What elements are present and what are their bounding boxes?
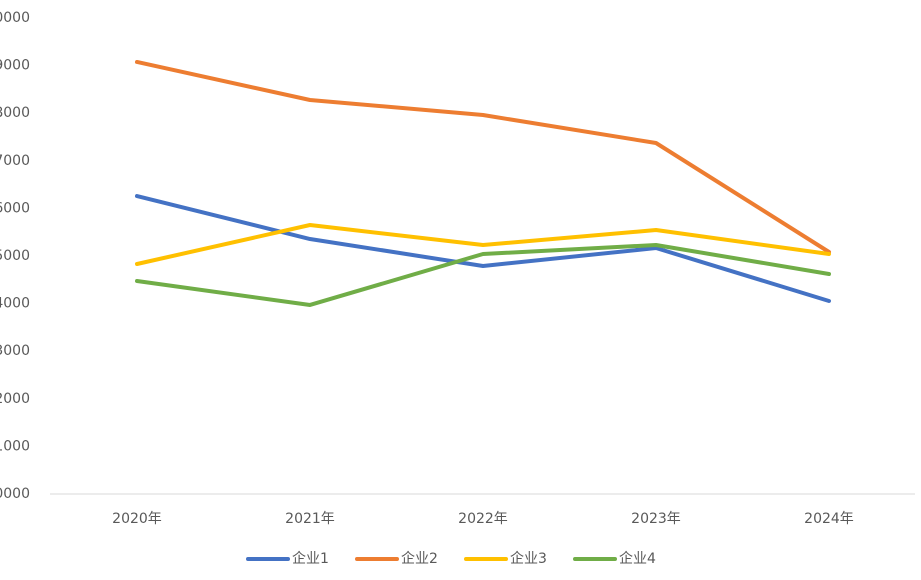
series-line [135,194,831,303]
y-tick-label: 9000 [0,58,30,74]
x-tick-label: 2021年 [285,511,335,527]
y-tick-label: 7000 [0,153,30,169]
x-tick-label: 2020年 [112,511,162,527]
legend-label: 企业1 [292,550,329,567]
y-tick-label: 2000 [0,391,30,407]
y-tick-label: 5000 [0,248,30,264]
y-tick-label: 4000 [0,296,30,312]
series-line [135,223,831,266]
y-tick-label: 6000 [0,200,30,216]
x-tick-label: 2022年 [458,511,508,527]
legend-label: 企业3 [510,550,547,567]
legend-label: 企业4 [619,550,656,567]
y-tick-label: 8000 [0,105,30,121]
series-line [135,243,831,307]
y-tick-label: 3000 [0,343,30,359]
y-tick-label: 1000 [0,438,30,454]
series-line [135,59,831,255]
x-tick-label: 2024年 [804,511,854,527]
legend-label: 企业2 [401,550,438,567]
x-tick-label: 2023年 [631,511,681,527]
